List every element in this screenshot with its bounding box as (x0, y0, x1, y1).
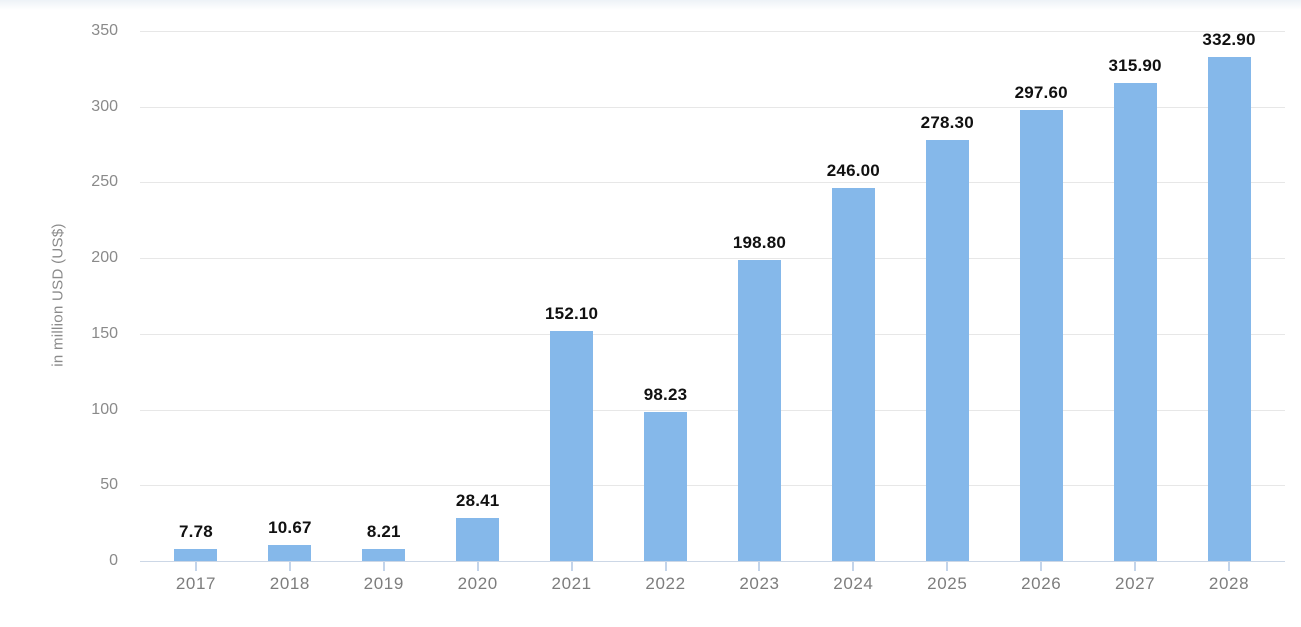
x-axis-tick-mark (946, 562, 949, 571)
bar-value-label: 98.23 (643, 385, 688, 405)
bar[interactable] (644, 412, 688, 561)
top-band (0, 0, 1301, 10)
gridline (140, 182, 1285, 184)
bar-value-label: 332.90 (1202, 29, 1256, 49)
y-axis-tick-label: 300 (91, 97, 118, 115)
x-axis-line (140, 561, 1285, 562)
x-axis-category-label: 2026 (1021, 574, 1062, 593)
x-axis-category-label: 2018 (269, 574, 310, 593)
bar-value-label: 28.41 (455, 490, 500, 510)
x-axis-tick-mark (570, 562, 573, 571)
bar-value-label: 246.00 (826, 161, 880, 181)
bar[interactable] (268, 544, 312, 561)
x-axis-category-label: 2017 (175, 574, 217, 593)
bar[interactable] (831, 188, 875, 561)
bar[interactable] (174, 549, 218, 561)
x-axis-tick-mark (288, 562, 291, 571)
x-axis-category-label: 2028 (1208, 574, 1250, 593)
y-axis-tick-label: 200 (91, 249, 118, 267)
bar[interactable] (550, 330, 594, 561)
bar[interactable] (737, 259, 781, 561)
bar[interactable] (1113, 82, 1157, 561)
x-axis-category-label: 2025 (927, 574, 968, 593)
x-axis-category-label: 2023 (739, 574, 780, 593)
bar-value-label: 315.90 (1108, 55, 1162, 75)
y-axis-title: in million USD (US$) (49, 223, 67, 367)
x-axis-tick-mark (1040, 562, 1043, 571)
bar[interactable] (925, 139, 969, 561)
y-axis-tick-label: 150 (91, 324, 118, 342)
x-axis-category-label: 2019 (363, 574, 404, 593)
gridline (140, 31, 1285, 32)
x-axis-tick-mark (1228, 562, 1231, 571)
bar-value-label: 297.60 (1014, 83, 1068, 103)
y-axis-tick-label: 350 (91, 22, 118, 39)
x-axis-tick-mark (476, 562, 479, 571)
bar-value-label: 152.10 (545, 303, 599, 323)
x-axis-tick-mark (1134, 562, 1137, 571)
y-axis-tick-label: 100 (91, 400, 118, 418)
x-axis-tick-mark (194, 562, 197, 571)
gridline (140, 258, 1285, 260)
y-axis-tick-label: 250 (91, 173, 118, 191)
x-axis-tick-mark (382, 562, 385, 571)
x-axis-category-label: 2027 (1115, 574, 1156, 593)
bar[interactable] (362, 548, 406, 561)
x-axis-category-label: 2024 (833, 574, 874, 593)
x-axis-tick-mark (758, 562, 761, 571)
x-axis-category-label: 2021 (551, 574, 592, 593)
gridline (140, 485, 1285, 487)
x-axis-tick-mark (852, 562, 855, 571)
x-axis-category-label: 2022 (645, 574, 686, 593)
y-axis-tick-label: 0 (109, 552, 118, 569)
bar[interactable] (1019, 110, 1063, 561)
gridline (140, 333, 1285, 335)
bar-value-label: 10.67 (268, 517, 312, 537)
gridline (140, 106, 1285, 108)
bar-value-label: 8.21 (366, 521, 401, 541)
y-axis-tick-label: 50 (100, 476, 118, 494)
bar-value-label: 7.78 (179, 522, 213, 542)
bar-value-label: 278.30 (920, 112, 974, 132)
x-axis-category-label: 2020 (457, 574, 498, 593)
bar-value-label: 198.80 (732, 232, 787, 252)
x-axis-tick-mark (664, 562, 667, 571)
gridline (140, 409, 1285, 411)
bar[interactable] (456, 517, 500, 561)
bar[interactable] (1207, 56, 1251, 561)
